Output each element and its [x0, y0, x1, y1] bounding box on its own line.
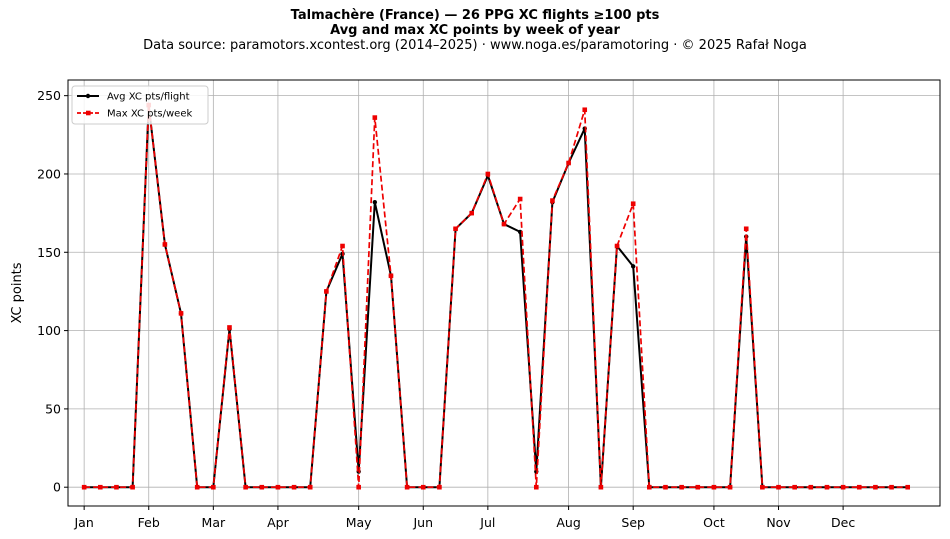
x-tick-label: Sep [621, 515, 645, 530]
data-point [905, 484, 911, 490]
data-point [550, 198, 555, 203]
data-point [388, 273, 394, 279]
chart-subtitle: Avg and max XC points by week of year [330, 23, 620, 38]
data-point [356, 484, 361, 490]
x-tick-label: Jul [479, 515, 495, 530]
y-axis-label: XC points [10, 262, 25, 323]
y-tick-label: 150 [37, 245, 61, 260]
data-point [291, 484, 297, 490]
x-tick-label: Feb [138, 515, 160, 530]
data-point [501, 221, 507, 227]
data-point [856, 484, 862, 490]
data-point [340, 243, 345, 249]
y-tick-label: 200 [37, 166, 61, 181]
data-point [453, 226, 458, 232]
data-point [776, 484, 781, 490]
data-point [792, 484, 797, 490]
data-point [889, 484, 894, 490]
data-point [194, 484, 200, 490]
data-point [130, 484, 135, 490]
data-point [566, 160, 571, 166]
x-tick-label: Mar [202, 515, 226, 530]
data-point [81, 484, 87, 490]
legend-box [71, 85, 209, 125]
data-point [582, 107, 588, 113]
y-tick-label: 100 [37, 323, 61, 338]
chart-title: Talmachère (France) — 26 PPG XC flights … [290, 8, 660, 23]
data-point [324, 289, 329, 294]
data-point [259, 484, 265, 490]
x-tick-label: Oct [703, 515, 725, 530]
y-tick-label: 50 [45, 401, 61, 416]
grid-lines [68, 80, 940, 506]
data-point [485, 171, 491, 177]
data-point [114, 484, 119, 490]
data-point [663, 484, 668, 490]
x-tick-label: Apr [267, 515, 289, 530]
data-point [598, 484, 604, 490]
chart-titles: Talmachère (France) — 26 PPG XC flights … [0, 8, 950, 54]
data-point [469, 210, 475, 216]
y-tick-label: 250 [37, 88, 61, 103]
data-point [307, 484, 313, 490]
data-point [614, 243, 620, 249]
axes: 0 50 100 150 200 250 Jan Feb Mar Apr May Jun Jul Aug S… [10, 79, 941, 530]
data-point [711, 484, 717, 490]
data-point [840, 484, 846, 490]
data-point [211, 484, 216, 490]
data-point [824, 484, 830, 490]
data-point [873, 484, 878, 490]
data-point [533, 484, 539, 490]
plot-frame [67, 79, 941, 507]
data-point [162, 242, 168, 247]
data-point [517, 196, 523, 202]
data-point [679, 484, 684, 490]
legend-swatch-marker [85, 93, 91, 99]
data-point [178, 311, 184, 316]
legend-swatch-marker [86, 110, 91, 116]
legend-label: Avg XC pts/flight [107, 92, 190, 103]
data-point [727, 484, 733, 490]
data-point [404, 484, 410, 490]
y-tick-label: 0 [53, 480, 61, 495]
series-line-max [84, 104, 908, 489]
x-tick-label: Jan [74, 515, 94, 530]
legend: Avg XC pts/flight Max XC pts/week [71, 85, 209, 125]
data-point [647, 484, 652, 490]
legend-label: Max XC pts/week [107, 109, 192, 120]
data-point [372, 199, 378, 205]
chart-source-note: Data source: paramotors.xcontest.org (20… [143, 38, 807, 53]
data-point [420, 484, 426, 490]
data-point [243, 484, 248, 490]
x-tick-label: Aug [556, 515, 580, 530]
data-point [437, 484, 442, 490]
data-point [97, 484, 103, 490]
data-point [630, 201, 636, 207]
x-tick-label: Nov [766, 515, 791, 530]
data-point [695, 484, 701, 490]
x-tick-label: May [346, 515, 372, 530]
data-point [808, 484, 814, 490]
data-point [630, 264, 636, 269]
series-layer [81, 102, 911, 490]
data-point [227, 325, 232, 330]
x-tick-label: Dec [831, 515, 855, 530]
series-line-avg [84, 104, 908, 489]
data-point [760, 484, 765, 490]
data-point [275, 484, 281, 490]
x-tick-label: Jun [412, 515, 433, 530]
data-point [743, 226, 749, 232]
data-point [372, 115, 378, 120]
